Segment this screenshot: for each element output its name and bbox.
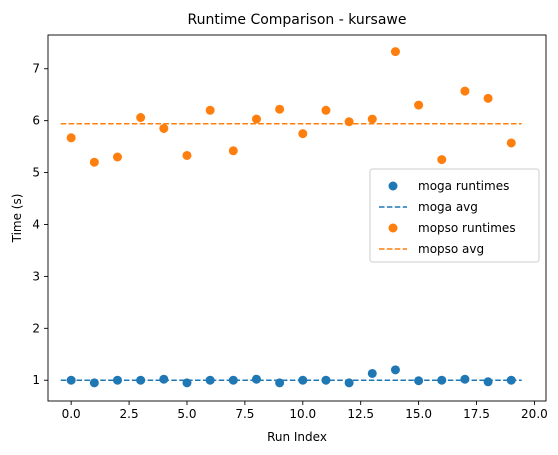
- mopso-runtimes-point: [483, 93, 493, 103]
- mopso-runtimes-point: [437, 155, 447, 165]
- legend-marker: [388, 223, 398, 233]
- mopso-runtimes-point: [251, 114, 261, 124]
- mopso-runtimes-point: [275, 104, 285, 114]
- plot-frame: [47, 34, 547, 402]
- mopso-runtimes-point: [460, 86, 470, 96]
- y-axis-title: Time (s): [10, 194, 24, 244]
- y-axis: 1 2 3 4 5 6 7: [32, 62, 48, 387]
- y-tick-label: 2: [32, 321, 40, 335]
- mopso-runtimes-point: [506, 138, 516, 148]
- mopso-runtimes-point: [205, 105, 215, 115]
- mopso-runtimes-point: [112, 152, 122, 162]
- moga-runtimes-point: [205, 375, 215, 385]
- x-tick-label: 5.0: [177, 407, 196, 421]
- mopso-runtimes-point: [390, 47, 400, 57]
- moga-runtimes-point: [483, 377, 493, 387]
- mopso-runtimes-point: [66, 133, 76, 143]
- x-tick-label: 0.0: [62, 407, 81, 421]
- mopso-runtimes-point: [228, 146, 238, 156]
- y-tick-label: 4: [32, 217, 40, 231]
- legend-marker: [388, 181, 398, 191]
- y-tick-label: 1: [32, 373, 40, 387]
- legend-label: moga runtimes: [418, 179, 509, 193]
- mopso-runtimes-point: [159, 123, 169, 133]
- mopso-runtimes-point: [414, 100, 424, 110]
- y-tick-label: 6: [32, 114, 40, 128]
- x-tick-label: 7.5: [235, 407, 254, 421]
- legend-label: moga avg: [418, 200, 478, 214]
- moga-runtimes-point: [228, 375, 238, 385]
- x-tick-label: 10.0: [289, 407, 316, 421]
- legend-box: [369, 168, 540, 263]
- mopso-runtimes-point: [136, 113, 146, 123]
- mopso-runtimes-point: [298, 129, 308, 139]
- x-tick-label: 20.0: [521, 407, 548, 421]
- x-axis-title: Run Index: [267, 430, 327, 444]
- moga-runtimes-point: [367, 368, 377, 378]
- x-tick-label: 2.5: [120, 407, 139, 421]
- chart-title: Runtime Comparison - kursawe: [188, 12, 407, 28]
- x-axis: 0.0 2.5 5.0 7.5 10.0 12.5 15.0 17.5 20.0: [62, 401, 548, 421]
- moga-runtimes-point: [390, 365, 400, 375]
- y-tick-label: 7: [32, 62, 40, 76]
- mopso-runtimes-point: [321, 105, 331, 115]
- y-tick-label: 5: [32, 166, 40, 180]
- x-tick-label: 12.5: [347, 407, 374, 421]
- legend-label: mopso avg: [418, 242, 484, 256]
- legend: moga runtimes moga avg mopso runtimes mopso…: [369, 168, 540, 263]
- moga-runtimes-point: [251, 374, 261, 384]
- mopso-runtimes-point: [182, 150, 192, 160]
- moga-runtimes-point: [159, 374, 169, 384]
- mopso-runtimes-point: [344, 117, 354, 127]
- legend-label: mopso runtimes: [418, 221, 516, 235]
- mopso-runtimes-point: [367, 114, 377, 124]
- x-tick-label: 17.5: [463, 407, 490, 421]
- plot-area: [60, 47, 522, 388]
- mopso-runtimes-point: [89, 157, 99, 167]
- moga-runtimes-point: [460, 374, 470, 384]
- y-tick-label: 3: [32, 269, 40, 283]
- x-tick-label: 15.0: [405, 407, 432, 421]
